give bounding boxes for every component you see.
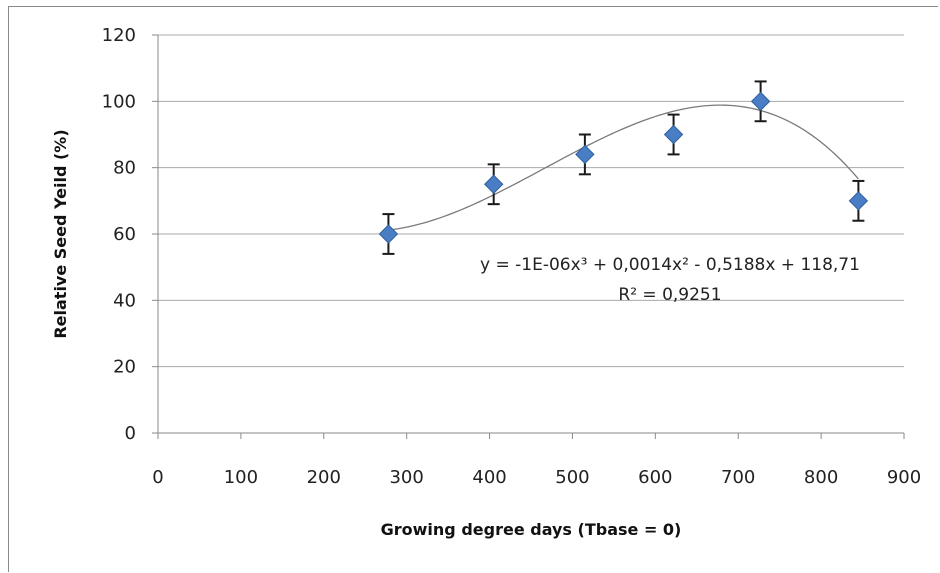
y-tick-label: 20 (113, 357, 136, 378)
tick-labels: 0 20 40 60 80 100 120 0 100 200 300 400 500 600 700 800… (102, 25, 922, 488)
data-point-marker (750, 91, 771, 112)
x-tick-label: 400 (472, 467, 506, 488)
trendline-layer (388, 104, 859, 231)
x-axis-title: Growing degree days (Tbase = 0) (381, 520, 682, 539)
x-tick-label: 300 (389, 467, 423, 488)
x-tick-label: 700 (721, 467, 755, 488)
y-tick-label: 100 (102, 91, 136, 112)
x-tick-label: 0 (152, 467, 163, 488)
data-point-marker (848, 191, 869, 211)
y-tick-label: 120 (102, 25, 136, 46)
r-squared-label: R² = 0,9251 (618, 285, 721, 305)
data-markers (378, 91, 869, 244)
x-tick-label: 600 (638, 467, 672, 488)
data-point-marker (663, 124, 684, 145)
chart-frame (8, 6, 938, 572)
data-point-marker (378, 224, 399, 244)
x-tick-label: 100 (224, 467, 258, 488)
y-tick-label: 60 (113, 224, 136, 245)
y-tick-label: 80 (113, 158, 136, 179)
trendline-curve (388, 104, 859, 231)
y-tick-label: 0 (125, 423, 136, 444)
x-tick-label: 900 (887, 467, 921, 488)
axes (152, 34, 905, 439)
y-axis-title: Relative Seed Yeild (%) (51, 129, 70, 338)
x-tick-label: 200 (307, 467, 341, 488)
x-tick-label: 500 (555, 467, 589, 488)
data-point-marker (575, 144, 595, 165)
data-point-marker (483, 174, 504, 194)
y-tick-label: 40 (113, 290, 136, 311)
trendline-equation: y = -1E-06x³ + 0,0014x² - 0,5188x + 118,… (480, 255, 860, 275)
grid-lines (158, 34, 904, 368)
x-tick-label: 800 (804, 467, 838, 488)
